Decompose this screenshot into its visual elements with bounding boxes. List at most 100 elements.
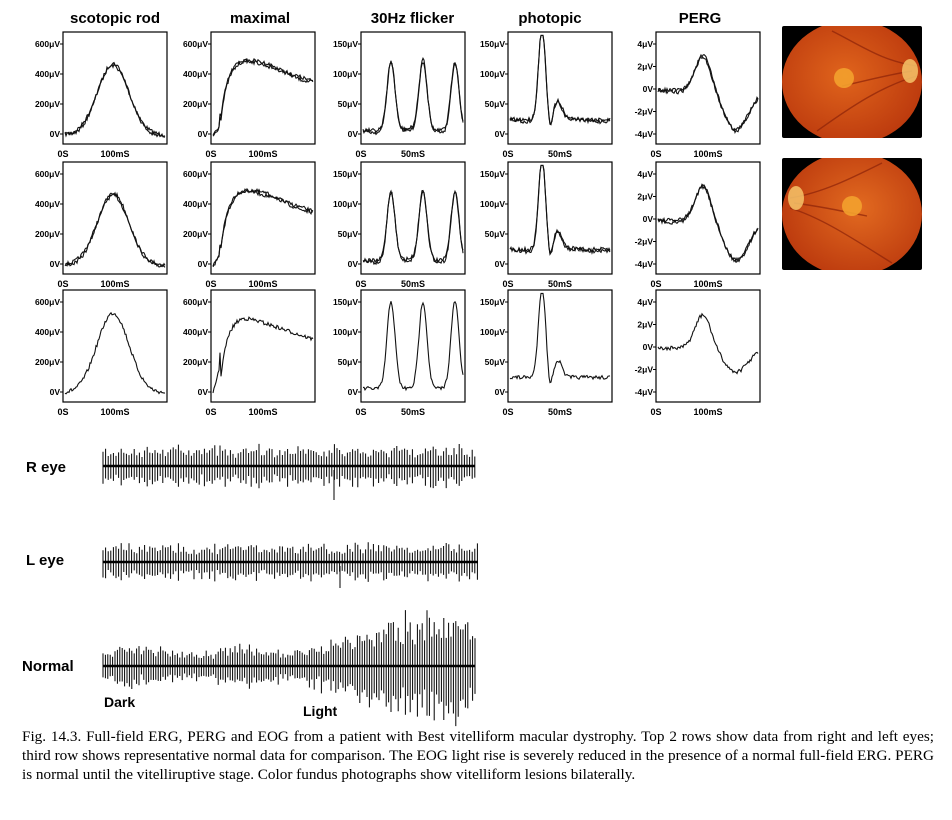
y-tick-label: 4μV	[637, 39, 653, 49]
panel-frame	[507, 161, 613, 275]
panel-frame	[210, 161, 316, 275]
x-tick-label: 100mS	[693, 149, 722, 159]
y-tick-label: 100μV	[333, 199, 358, 209]
x-tick-label: 0S	[205, 149, 216, 159]
x-tick-label: 50mS	[548, 149, 572, 159]
erg-trace	[64, 311, 166, 395]
panel-frame	[655, 289, 761, 403]
y-tick-label: 600μV	[35, 39, 60, 49]
column-title-scotopic: scotopic rod	[69, 10, 160, 27]
y-tick-label: 0V	[348, 387, 359, 397]
panel-frame	[62, 289, 168, 403]
y-tick-label: 200μV	[183, 99, 208, 109]
figure-caption: Fig. 14.3. Full-field ERG, PERG and EOG …	[22, 728, 934, 783]
panel-frame	[360, 31, 466, 145]
y-tick-label: 0V	[348, 129, 359, 139]
figure: scotopic rod maximal 30Hz flicker photop…	[22, 10, 922, 727]
eog-light-label: Light	[303, 703, 338, 719]
erg-panel-maximal-row-3: 600μV 400μV 200μV 0V 0S 100mS	[183, 289, 316, 417]
x-tick-label: 100mS	[248, 407, 277, 417]
eog-traces	[102, 443, 478, 727]
erg-trace	[212, 316, 314, 394]
y-tick-label: 50μV	[338, 229, 359, 239]
erg-panel-photopic-row-3: 150μV 100μV 50μV 0V 0S 50mS	[480, 289, 613, 417]
y-tick-label: 600μV	[35, 169, 60, 179]
panel-frame	[655, 31, 761, 145]
y-tick-label: 0V	[198, 129, 209, 139]
panel-frame	[360, 161, 466, 275]
y-tick-label: 100μV	[480, 327, 505, 337]
y-tick-label: 400μV	[35, 199, 60, 209]
erg-panel-scotopic-row-2: 600μV 400μV 200μV 0V 0S 100mS	[35, 161, 168, 289]
x-tick-label: 50mS	[548, 279, 572, 289]
erg-panel-perg-row-2: 4μV 2μV 0V -2μV -4μV 0S 100mS	[635, 161, 761, 289]
y-tick-label: -4μV	[635, 129, 654, 139]
y-tick-label: 0V	[50, 129, 61, 139]
panel-frame	[210, 289, 316, 403]
erg-panel-flicker-row-3: 150μV 100μV 50μV 0V 0S 50mS	[333, 289, 466, 417]
x-tick-label: 100mS	[100, 407, 129, 417]
fundus-photo-left-eye	[782, 158, 922, 270]
eog-label-normal: Normal	[22, 658, 74, 675]
erg-panel-grid: 600μV 400μV 200μV 0V 0S 100mS 600μV 400μV 200μV 0…	[35, 31, 761, 417]
x-tick-label: 100mS	[693, 279, 722, 289]
y-tick-label: -4μV	[635, 259, 654, 269]
y-tick-label: 2μV	[637, 192, 653, 202]
x-tick-label: 0S	[205, 407, 216, 417]
eog-dark-label: Dark	[104, 694, 136, 710]
erg-panel-maximal-row-1: 600μV 400μV 200μV 0V 0S 100mS	[183, 31, 316, 159]
y-tick-label: 600μV	[183, 169, 208, 179]
panel-frame	[507, 289, 613, 403]
y-tick-label: 0V	[495, 129, 506, 139]
erg-panel-maximal-row-2: 600μV 400μV 200μV 0V 0S 100mS	[183, 161, 316, 289]
x-tick-label: 0S	[650, 149, 661, 159]
panel-frame	[62, 161, 168, 275]
y-tick-label: 0V	[198, 387, 209, 397]
x-tick-label: 0S	[650, 279, 661, 289]
erg-panel-perg-row-1: 4μV 2μV 0V -2μV -4μV 0S 100mS	[635, 31, 761, 159]
y-tick-label: 0V	[643, 342, 654, 352]
x-tick-label: 100mS	[693, 407, 722, 417]
erg-trace	[212, 57, 314, 136]
x-tick-label: 0S	[57, 407, 68, 417]
y-tick-label: 0V	[643, 84, 654, 94]
y-tick-label: 2μV	[637, 320, 653, 330]
x-tick-label: 50mS	[548, 407, 572, 417]
y-tick-label: 400μV	[35, 69, 60, 79]
erg-trace	[657, 184, 759, 263]
erg-trace	[509, 34, 611, 125]
panel-frame	[62, 31, 168, 145]
erg-trace	[657, 312, 759, 375]
y-tick-label: 0V	[495, 259, 506, 269]
y-tick-label: 400μV	[183, 69, 208, 79]
erg-trace	[362, 57, 464, 136]
y-tick-label: 0V	[50, 387, 61, 397]
erg-trace	[509, 34, 611, 126]
erg-trace	[212, 188, 314, 267]
x-tick-label: 0S	[502, 279, 513, 289]
y-tick-label: 150μV	[333, 169, 358, 179]
eog-trace-right-eye	[102, 443, 476, 489]
y-tick-label: -2μV	[635, 237, 654, 247]
y-tick-label: 150μV	[333, 39, 358, 49]
y-tick-label: 50μV	[485, 357, 506, 367]
panel-frame	[360, 289, 466, 403]
y-tick-label: 400μV	[183, 199, 208, 209]
y-tick-label: 2μV	[637, 62, 653, 72]
y-tick-label: 400μV	[35, 327, 60, 337]
erg-trace	[64, 61, 166, 138]
y-tick-label: 200μV	[35, 229, 60, 239]
y-tick-label: 50μV	[338, 99, 359, 109]
y-tick-label: -2μV	[635, 365, 654, 375]
x-tick-label: 0S	[650, 407, 661, 417]
erg-trace	[657, 183, 759, 263]
x-tick-label: 100mS	[248, 149, 277, 159]
y-tick-label: 200μV	[183, 229, 208, 239]
y-tick-label: 150μV	[333, 297, 358, 307]
erg-trace	[657, 53, 759, 135]
x-tick-label: 0S	[355, 149, 366, 159]
y-tick-label: 0V	[198, 259, 209, 269]
x-tick-label: 100mS	[100, 149, 129, 159]
y-tick-label: 50μV	[338, 357, 359, 367]
erg-panel-flicker-row-1: 150μV 100μV 50μV 0V 0S 50mS	[333, 31, 466, 159]
